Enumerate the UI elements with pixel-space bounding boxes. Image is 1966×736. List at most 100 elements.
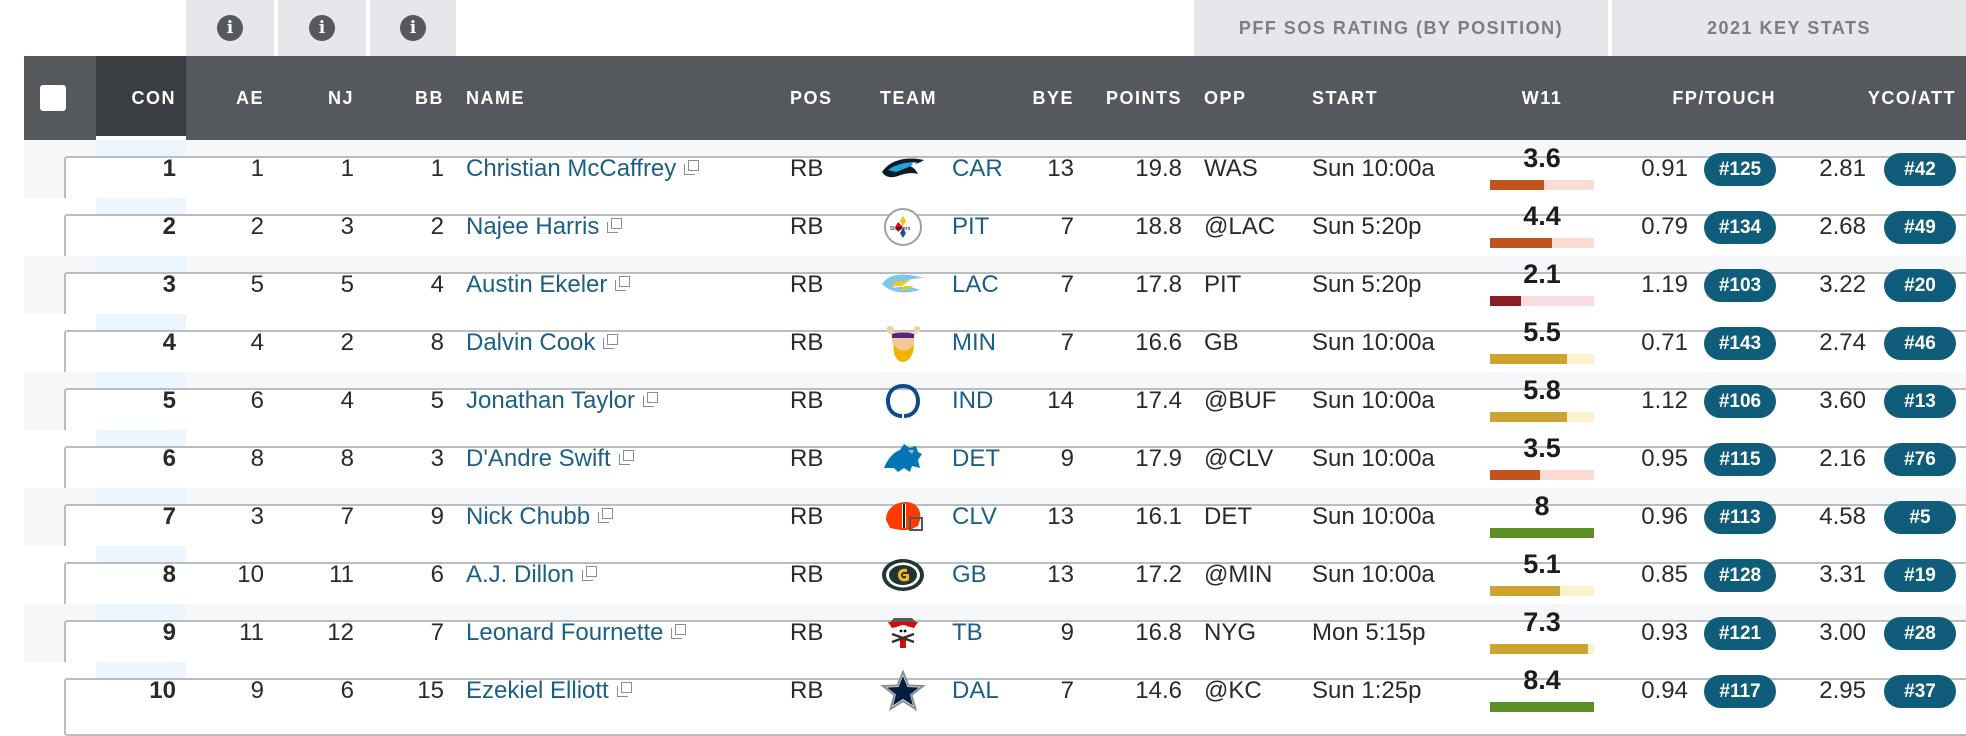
player-name-link[interactable]: Najee Harris	[466, 213, 600, 240]
player-name-cell: A.J. Dillon	[466, 546, 766, 604]
sos-rating-bar	[1490, 470, 1594, 480]
team-link[interactable]: TB	[952, 619, 983, 646]
open-external-icon[interactable]	[618, 449, 635, 466]
player-name-link[interactable]: Ezekiel Elliott	[466, 677, 609, 704]
col-name[interactable]: NAME	[466, 88, 525, 108]
yco-per-att: 3.31	[1819, 561, 1866, 588]
position: RB	[790, 677, 824, 704]
bb-rank: 3	[430, 445, 444, 472]
table-row[interactable]: 5 6 4 5 Jonathan Taylor RB IND 14 17.4 @BUF Sun 10…	[24, 372, 1966, 446]
sos-rating-cell: 8.4	[1490, 662, 1594, 720]
open-external-icon[interactable]	[615, 275, 631, 292]
position: RB	[790, 561, 824, 588]
open-external-icon[interactable]	[684, 159, 700, 176]
table-row[interactable]: 6 8 8 3 D'Andre Swift RB DET 9 17.9 @CLV Sun 10:00…	[24, 430, 1966, 504]
packers-logo	[880, 554, 926, 596]
team-link[interactable]: DET	[952, 445, 1000, 472]
bb-rank: 2	[430, 213, 444, 240]
col-nj[interactable]: NJ	[327, 88, 354, 108]
con-rank: 6	[162, 445, 176, 472]
team-link[interactable]: CAR	[952, 155, 1003, 182]
info-icon: i	[400, 15, 426, 41]
nj-rank: 3	[340, 213, 354, 240]
projected-points: 16.8	[1135, 619, 1182, 646]
team-link[interactable]: LAC	[952, 271, 999, 298]
position: RB	[790, 329, 824, 356]
col-bb[interactable]: BB	[415, 88, 444, 108]
yco-per-att-rank-badge: #46	[1884, 327, 1956, 360]
vikings-logo	[880, 322, 926, 364]
sos-rating-bar	[1490, 354, 1594, 364]
open-external-icon[interactable]	[671, 623, 687, 640]
team-link[interactable]: PIT	[952, 213, 990, 240]
player-name-link[interactable]: Christian McCaffrey	[466, 155, 677, 182]
nj-rank: 11	[329, 561, 354, 588]
ae-rank: 8	[250, 445, 264, 472]
col-ae[interactable]: AE	[235, 88, 264, 108]
player-name-link[interactable]: Nick Chubb	[466, 503, 591, 530]
col-bye[interactable]: BYE	[1032, 88, 1074, 108]
player-name-link[interactable]: D'Andre Swift	[466, 445, 611, 472]
player-name-link[interactable]: Austin Ekeler	[466, 271, 608, 298]
col-points[interactable]: POINTS	[1105, 88, 1182, 108]
player-name-link[interactable]: Jonathan Taylor	[466, 387, 636, 414]
col-fp-touch[interactable]: FP/TOUCH	[1672, 88, 1776, 108]
table-row[interactable]: 9 11 12 7 Leonard Fournette RB TB 9 16.8 NYG Mon 5…	[24, 604, 1966, 678]
projected-points: 16.6	[1135, 329, 1182, 356]
open-external-icon[interactable]	[607, 217, 623, 234]
game-start: Sun 10:00a	[1312, 445, 1435, 472]
table-row[interactable]: 7 3 7 9 Nick Chubb RB CLV 13 16.1 DET Sun 10:00a 8 0…	[24, 488, 1966, 562]
opponent: GB	[1204, 329, 1239, 356]
projected-points: 18.8	[1135, 213, 1182, 240]
fp-per-touch: 0.96	[1641, 503, 1688, 530]
player-name-cell: D'Andre Swift	[466, 430, 766, 488]
ae-rank: 1	[250, 155, 264, 182]
sos-rating-bar-fill	[1490, 238, 1553, 248]
col-team[interactable]: TEAM	[880, 88, 937, 108]
ae-info-button[interactable]: i	[186, 0, 274, 56]
col-pos[interactable]: POS	[790, 88, 833, 108]
yco-per-att-rank-badge: #5	[1884, 501, 1956, 534]
table-row[interactable]: 3 5 5 4 Austin Ekeler RB LAC 7 17.8 PIT Sun 5:20p 2…	[24, 256, 1966, 330]
player-name-cell: Nick Chubb	[466, 488, 766, 546]
yco-per-att-rank-badge: #49	[1884, 211, 1956, 244]
team-link[interactable]: MIN	[952, 329, 996, 356]
sos-rating-bar-fill	[1490, 586, 1560, 596]
table-row[interactable]: 4 4 2 8 Dalvin Cook RB MIN 7 16.6 GB Sun 10:00a 5.5…	[24, 314, 1966, 388]
sos-rating-value: 8	[1534, 491, 1550, 521]
team-link[interactable]: GB	[952, 561, 987, 588]
col-opp[interactable]: OPP	[1204, 88, 1247, 108]
yco-per-att-rank-badge: #20	[1884, 269, 1956, 302]
table-row[interactable]: 1 1 1 1 Christian McCaffrey RB CAR 13 19.8 WAS Sun…	[24, 140, 1966, 214]
con-rank: 10	[149, 677, 176, 704]
player-name-link[interactable]: Leonard Fournette	[466, 619, 664, 646]
team-link[interactable]: IND	[952, 387, 994, 414]
open-external-icon[interactable]	[643, 391, 659, 408]
fp-per-touch-rank-badge: #106	[1704, 385, 1776, 418]
nj-info-button[interactable]: i	[278, 0, 366, 56]
open-external-icon[interactable]	[603, 333, 619, 350]
team-link[interactable]: CLV	[952, 503, 997, 530]
player-name-cell: Ezekiel Elliott	[466, 662, 766, 720]
open-external-icon[interactable]	[582, 565, 598, 582]
sos-rating-bar-fill	[1490, 644, 1588, 654]
yco-per-att: 2.81	[1819, 155, 1866, 182]
table-row[interactable]: 8 10 11 6 A.J. Dillon RB GB 13 17.2 @MIN Sun 10:00…	[24, 546, 1966, 620]
player-name-link[interactable]: Dalvin Cook	[466, 329, 596, 356]
col-con[interactable]: CON	[131, 88, 176, 108]
yco-per-att: 3.00	[1819, 619, 1866, 646]
table-row[interactable]: 2 2 3 2 Najee Harris RB Steelers PIT 7 18.8 @LAC Su…	[24, 198, 1966, 272]
open-external-icon[interactable]	[616, 681, 633, 698]
table-row[interactable]: 10 9 6 15 Ezekiel Elliott RB DAL 7 14.6 @KC Sun 1:…	[24, 662, 1966, 736]
team-link[interactable]: DAL	[952, 677, 999, 704]
col-w11[interactable]: W11	[1521, 88, 1563, 108]
select-all-checkbox[interactable]	[40, 85, 66, 111]
col-start[interactable]: START	[1312, 88, 1379, 108]
bb-info-button[interactable]: i	[370, 0, 456, 56]
con-rank: 5	[162, 387, 176, 414]
con-rank: 4	[162, 329, 176, 356]
open-external-icon[interactable]	[598, 507, 614, 524]
player-name-link[interactable]: A.J. Dillon	[466, 561, 575, 588]
fp-per-touch-rank-badge: #117	[1704, 675, 1776, 708]
col-yco-att[interactable]: YCO/ATT	[1867, 88, 1956, 108]
